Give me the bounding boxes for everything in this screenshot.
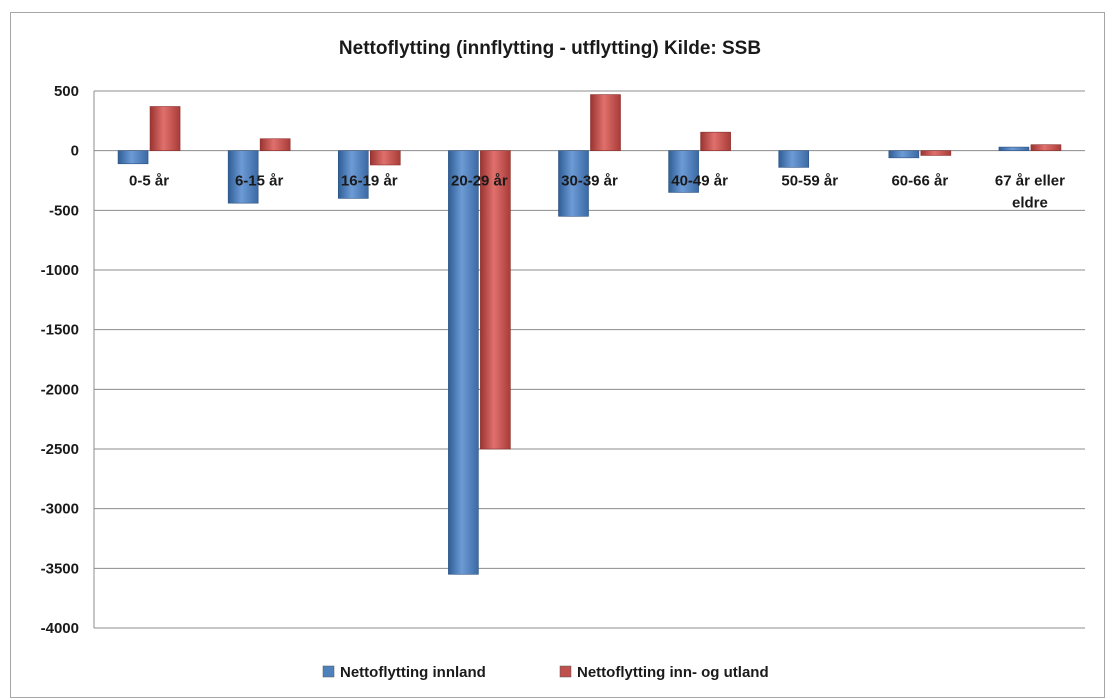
bars (117, 94, 1062, 575)
legend: Nettoflytting innland Nettoflytting inn- … (322, 664, 769, 681)
x-tick-label: 0-5 år (129, 173, 169, 190)
bar-innland (998, 146, 1030, 151)
legend-label: Nettoflytting innland (340, 664, 486, 681)
chart-title: Nettoflytting (innflytting - utflytting)… (339, 38, 761, 59)
y-tick-label: -3000 (41, 501, 79, 518)
chart-frame (10, 12, 1105, 698)
y-tick-label: -2500 (41, 441, 79, 458)
bar-inn-og-utland (590, 94, 621, 151)
y-tick-label: -3500 (41, 560, 79, 577)
y-tick-label: 0 (71, 143, 79, 160)
bar-innland (448, 150, 479, 575)
y-tick-label: -2000 (41, 381, 79, 398)
x-tick-label: 60-66 år (891, 173, 948, 190)
legend-swatch (322, 665, 335, 678)
y-axis: 500 0 -500 -1000 -1500 -2000 -2500 -3000 -3500 -4… (41, 83, 95, 637)
bar-innland (558, 150, 589, 217)
bar-innland (668, 150, 699, 193)
bar-innland (888, 150, 920, 159)
gridlines (94, 90, 1085, 629)
bar-innland (117, 150, 149, 165)
y-tick-label: -1500 (41, 322, 79, 339)
bar-inn-og-utland (369, 150, 401, 166)
legend-label: Nettoflytting inn- og utland (577, 664, 769, 681)
x-tick-label: 40-49 år (671, 173, 728, 190)
bar-inn-og-utland (920, 150, 952, 156)
legend-swatch (559, 665, 572, 678)
x-tick-label: 20-29 år (451, 173, 508, 190)
y-tick-label: 500 (54, 83, 79, 100)
bar-innland (778, 150, 810, 168)
bar-inn-og-utland (259, 138, 291, 151)
x-tick-label: eldre (1012, 195, 1048, 212)
bar-inn-og-utland (149, 106, 181, 151)
x-tick-label: 30-39 år (561, 173, 618, 190)
bar-inn-og-utland (1030, 144, 1062, 151)
bar-innland (227, 150, 259, 204)
y-tick-label: -4000 (41, 620, 79, 637)
x-tick-label: 16-19 år (341, 173, 398, 190)
x-tick-label: 50-59 år (781, 173, 838, 190)
x-axis: 0-5 år 6-15 år 16-19 år 20-29 år 30-39 år 40-… (129, 173, 1065, 212)
y-tick-label: -500 (49, 202, 79, 219)
bar-innland (337, 150, 369, 199)
x-tick-label: 6-15 år (235, 173, 284, 190)
y-tick-label: -1000 (41, 262, 79, 279)
bar-inn-og-utland (700, 131, 731, 151)
bar-inn-og-utland (480, 150, 511, 450)
x-tick-label: 67 år eller (995, 173, 1065, 190)
